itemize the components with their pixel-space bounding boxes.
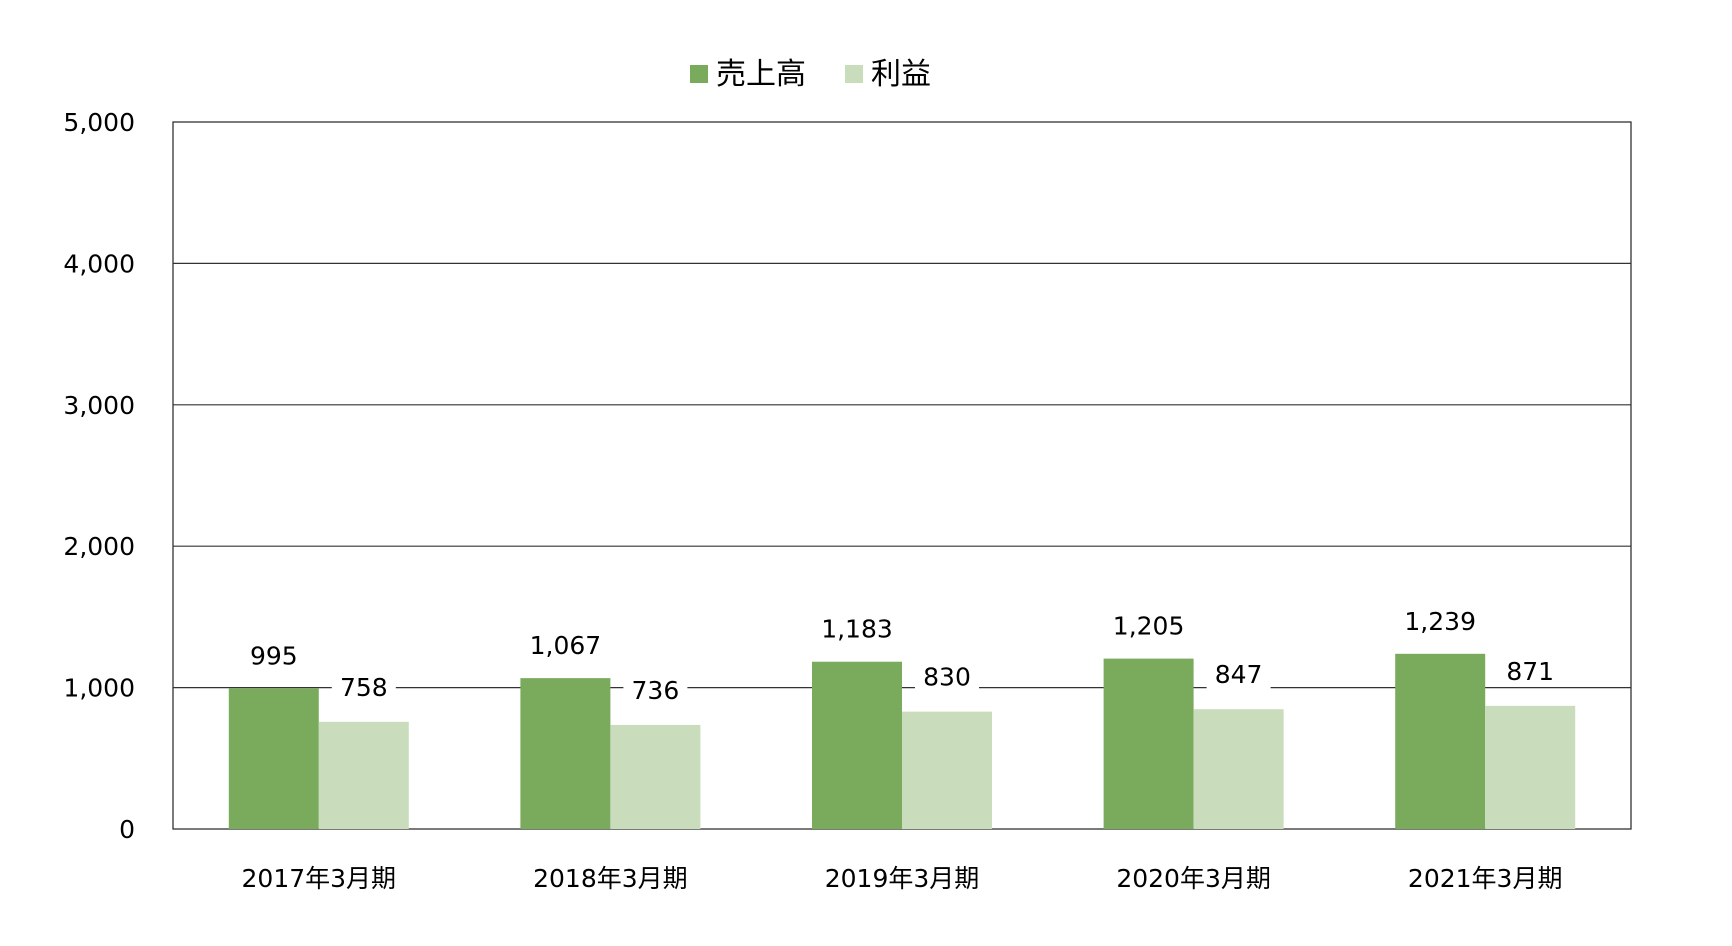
bar-sales [812,661,902,829]
bar-profit [1193,709,1284,829]
bar-sales [228,688,319,829]
data-label: 1,067 [530,631,602,660]
bar-profit [1485,705,1576,829]
legend-swatch-sales [690,65,708,83]
data-label: 736 [632,676,680,705]
x-tick-label: 2020年3月期 [1116,864,1271,893]
data-label-background [241,639,306,672]
data-label: 847 [1215,660,1263,689]
bar-profit [610,724,701,829]
legend-label: 売上高 [716,57,806,92]
data-label: 1,183 [821,615,893,644]
bar-sales [1103,658,1194,829]
x-tick-label: 2017年3月期 [242,864,397,893]
y-tick-label: 5,000 [63,108,135,137]
data-label-background [1408,604,1473,637]
data-label-background [623,673,688,706]
data-label-background [533,629,598,662]
data-label: 1,205 [1113,612,1185,641]
data-label-background [331,670,396,703]
y-tick-label: 0 [119,815,135,844]
legend-swatch-profit [845,65,863,83]
data-label-background [825,612,889,645]
bar-sales [1395,653,1486,829]
data-label-background [1206,658,1271,691]
data-label: 758 [340,673,388,702]
data-label-background [915,660,979,693]
y-tick-label: 1,000 [63,674,135,703]
data-label: 1,239 [1404,607,1476,636]
data-label: 830 [923,663,971,692]
data-label: 995 [250,641,298,670]
x-tick-label: 2019年3月期 [825,864,980,893]
y-tick-label: 4,000 [63,249,135,278]
data-label: 871 [1506,657,1554,686]
x-tick-label: 2018年3月期 [533,864,688,893]
legend-label: 利益 [871,57,931,92]
x-tick-label: 2021年3月期 [1408,864,1563,893]
bar-profit [318,721,409,829]
y-tick-label: 3,000 [63,391,135,420]
data-label-background [1116,609,1181,642]
bar-sales [520,678,611,829]
data-label-background [1498,654,1563,687]
bar-profit [902,711,992,829]
y-tick-label: 2,000 [63,532,135,561]
